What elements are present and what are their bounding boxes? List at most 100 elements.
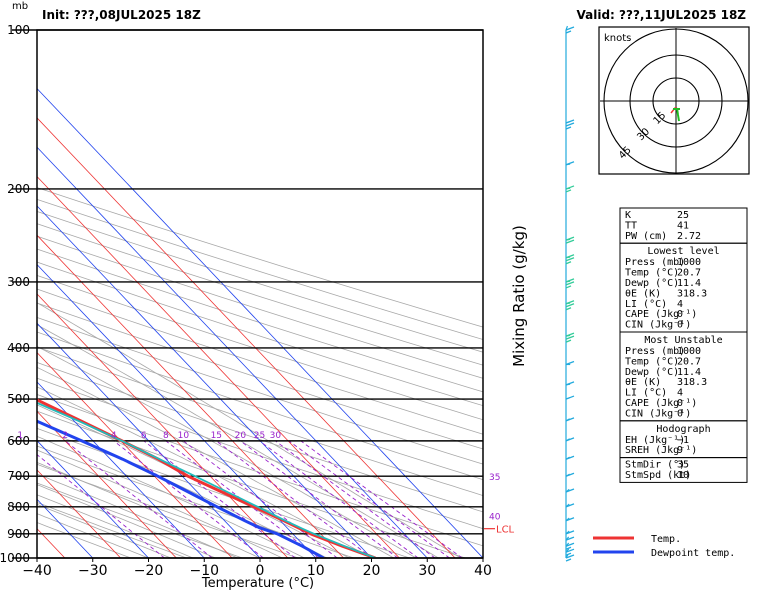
mixing-ratio-line xyxy=(240,440,399,558)
isotherm-line xyxy=(37,263,317,558)
wind-barb xyxy=(565,254,575,265)
mixing-ratio-label: 20 xyxy=(235,431,247,441)
mixing-ratio-label: 6 xyxy=(141,431,147,441)
x-tick-label: −30 xyxy=(78,563,108,579)
index-value: 20.7 xyxy=(677,356,701,367)
wind-barb xyxy=(565,437,575,442)
dry-adiabat xyxy=(37,235,483,379)
wind-barb-flag xyxy=(565,257,575,262)
mixing-ratio-label: 1 xyxy=(17,431,23,441)
mixing-ratio-label: 40 xyxy=(489,512,501,522)
wind-barb xyxy=(565,455,575,460)
isotherm-line xyxy=(37,87,483,558)
mixing-ratio-label: 2 xyxy=(62,431,68,441)
series-dewpoint-temp-line xyxy=(37,419,325,558)
isotherm-line xyxy=(37,234,344,558)
index-label: CAPE (Jkg⁻¹) xyxy=(625,398,697,409)
mixing-ratio-labels: 1 2 4 6 8 10 15 20 25 30 35 40 xyxy=(17,431,500,522)
mixing-ratio-label: 30 xyxy=(270,431,282,441)
wind-barb-half-flag xyxy=(565,126,572,130)
series-parcel-line xyxy=(37,401,376,558)
wind-barb-flag xyxy=(565,335,575,340)
wind-barb-flag xyxy=(565,455,575,460)
wind-barb xyxy=(565,185,575,193)
index-value: 4 xyxy=(677,388,683,399)
wind-barb xyxy=(565,360,575,366)
dry-adiabat xyxy=(37,427,410,558)
wind-barb xyxy=(565,300,575,311)
wind-barb xyxy=(565,517,575,522)
pressure-tick-label: 600 xyxy=(7,434,30,448)
wind-barb-flag xyxy=(565,554,575,559)
dry-adiabat xyxy=(37,211,483,353)
wind-barb-flag xyxy=(565,548,575,553)
dry-adiabat xyxy=(37,394,483,547)
index-value: 10 xyxy=(677,470,689,481)
x-tick-label: 0 xyxy=(256,563,265,579)
valid-time-label: Valid: ???,11JUL2025 18Z xyxy=(577,8,747,22)
dry-adiabat xyxy=(37,223,483,366)
wind-barb-flag xyxy=(565,254,575,259)
wind-barb xyxy=(565,488,575,493)
wind-barb-half-flag xyxy=(565,30,572,34)
sounding-profiles xyxy=(37,398,376,558)
wind-barb-flag xyxy=(565,281,575,286)
dry-adiabat xyxy=(37,316,483,465)
index-label: StmDir (°) xyxy=(625,460,685,471)
index-value: 11.4 xyxy=(677,367,701,378)
wind-barb-half-flag xyxy=(565,339,572,343)
index-value: 318.3 xyxy=(677,288,707,299)
wind-barb xyxy=(565,395,575,400)
index-label: LI (°C) xyxy=(625,388,667,399)
index-label: StmSpd (kt) xyxy=(625,470,691,481)
moist-adiabat xyxy=(37,513,149,558)
index-label: PW (cm) xyxy=(625,231,667,242)
wind-barb-flag xyxy=(565,360,575,366)
index-value: 1000 xyxy=(677,257,701,268)
isobars xyxy=(12,29,483,559)
wind-barbs xyxy=(565,25,575,562)
x-tick-label: 30 xyxy=(418,563,436,579)
wind-barb-flag xyxy=(565,536,575,541)
wind-barb-flag xyxy=(565,300,575,305)
wind-barb-flag xyxy=(565,303,575,308)
mixing-ratio-line xyxy=(65,440,213,558)
moist-adiabat xyxy=(37,449,283,558)
index-section: K 25 TT 41 PW (cm) 2.72 xyxy=(619,207,748,244)
pressure-unit-label: mb xyxy=(12,1,28,12)
wind-barb-half-flag xyxy=(565,558,572,562)
wind-barb xyxy=(565,548,575,556)
wind-barb-flag xyxy=(565,472,575,477)
wind-barb-flag xyxy=(565,332,575,337)
index-label: CAPE (Jkg⁻¹) xyxy=(625,309,697,320)
mixing-ratio-label: 15 xyxy=(211,431,222,441)
index-label: SREH (Jkg⁻¹) xyxy=(625,445,697,456)
init-time-label: Init: ???,08JUL2025 18Z xyxy=(42,8,201,22)
wind-barb xyxy=(565,381,575,386)
index-label: TT xyxy=(625,220,637,231)
isotherm-line xyxy=(37,293,289,558)
index-label: Press (mb) xyxy=(625,257,685,268)
lcl-marker: LCL xyxy=(484,525,515,536)
isotherm-line xyxy=(37,146,428,558)
wind-barb-half-flag xyxy=(565,307,572,311)
pressure-tick-label: 1000 xyxy=(0,551,30,565)
pressure-tick-label: 800 xyxy=(7,500,30,514)
wind-barb-flag xyxy=(565,530,575,535)
index-section-title: Most Unstable xyxy=(644,335,722,346)
legend: Temp. Dewpoint temp. xyxy=(593,534,735,559)
x-tick-label: −20 xyxy=(134,563,164,579)
wind-barb-flag xyxy=(565,119,575,124)
wind-barb-flag xyxy=(565,395,575,400)
dry-adiabat xyxy=(37,463,299,558)
moist-adiabat xyxy=(37,473,238,558)
dry-adiabat xyxy=(37,198,483,340)
index-value: 25 xyxy=(677,210,689,221)
wind-barb xyxy=(565,530,575,535)
wind-barb xyxy=(565,503,575,508)
pressure-tick-label: 700 xyxy=(7,469,30,483)
index-section-title: Hodograph xyxy=(656,424,710,435)
